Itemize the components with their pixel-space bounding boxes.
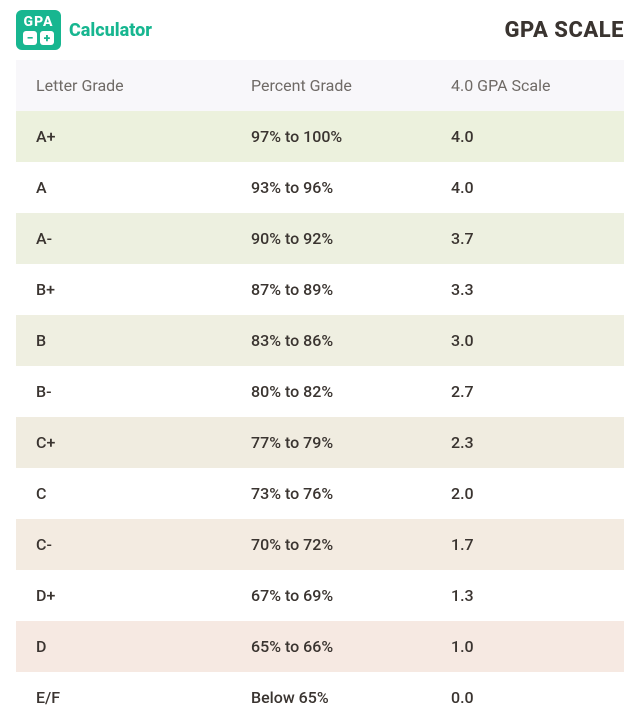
table-row: A93% to 96%4.0 (16, 162, 624, 213)
column-header-letter: Letter Grade (16, 60, 231, 111)
logo-text: GPA (24, 15, 54, 29)
brand-name: Calculator (69, 20, 152, 41)
cell-letter-grade: B+ (16, 264, 231, 315)
cell-gpa-scale: 2.7 (431, 366, 624, 417)
cell-gpa-scale: 3.3 (431, 264, 624, 315)
cell-percent-grade: 90% to 92% (231, 213, 431, 264)
table-row: B+87% to 89%3.3 (16, 264, 624, 315)
cell-percent-grade: 65% to 66% (231, 621, 431, 672)
cell-letter-grade: B- (16, 366, 231, 417)
gpa-scale-table: Letter Grade Percent Grade 4.0 GPA Scale… (16, 60, 624, 723)
cell-gpa-scale: 4.0 (431, 111, 624, 162)
cell-letter-grade: B (16, 315, 231, 366)
cell-gpa-scale: 4.0 (431, 162, 624, 213)
cell-letter-grade: D+ (16, 570, 231, 621)
cell-letter-grade: C (16, 468, 231, 519)
cell-gpa-scale: 1.0 (431, 621, 624, 672)
cell-gpa-scale: 2.0 (431, 468, 624, 519)
cell-gpa-scale: 0.0 (431, 672, 624, 723)
table-row: B83% to 86%3.0 (16, 315, 624, 366)
cell-gpa-scale: 1.3 (431, 570, 624, 621)
column-header-percent: Percent Grade (231, 60, 431, 111)
cell-percent-grade: 73% to 76% (231, 468, 431, 519)
plus-icon: + (40, 31, 54, 45)
header: GPA − + Calculator GPA SCALE (0, 0, 640, 60)
cell-percent-grade: 80% to 82% (231, 366, 431, 417)
logo-icons: − + (23, 31, 54, 45)
cell-gpa-scale: 1.7 (431, 519, 624, 570)
cell-letter-grade: A- (16, 213, 231, 264)
table-row: C-70% to 72%1.7 (16, 519, 624, 570)
table-row: D+67% to 69%1.3 (16, 570, 624, 621)
cell-gpa-scale: 3.7 (431, 213, 624, 264)
cell-percent-grade: 87% to 89% (231, 264, 431, 315)
cell-letter-grade: C+ (16, 417, 231, 468)
table-row: C73% to 76%2.0 (16, 468, 624, 519)
table-row: C+77% to 79%2.3 (16, 417, 624, 468)
cell-letter-grade: E/F (16, 672, 231, 723)
table-header-row: Letter Grade Percent Grade 4.0 GPA Scale (16, 60, 624, 111)
table-row: A-90% to 92%3.7 (16, 213, 624, 264)
cell-letter-grade: A (16, 162, 231, 213)
page-title: GPA SCALE (505, 18, 624, 43)
table-row: D65% to 66%1.0 (16, 621, 624, 672)
cell-percent-grade: 67% to 69% (231, 570, 431, 621)
logo-badge: GPA − + (16, 10, 61, 50)
cell-letter-grade: C- (16, 519, 231, 570)
cell-percent-grade: 83% to 86% (231, 315, 431, 366)
cell-gpa-scale: 2.3 (431, 417, 624, 468)
cell-letter-grade: D (16, 621, 231, 672)
brand-logo[interactable]: GPA − + Calculator (16, 10, 152, 50)
table-row: B-80% to 82%2.7 (16, 366, 624, 417)
cell-percent-grade: 97% to 100% (231, 111, 431, 162)
minus-icon: − (23, 31, 37, 45)
table-row: E/FBelow 65%0.0 (16, 672, 624, 723)
column-header-gpa: 4.0 GPA Scale (431, 60, 624, 111)
cell-percent-grade: 77% to 79% (231, 417, 431, 468)
cell-percent-grade: 70% to 72% (231, 519, 431, 570)
table-row: A+97% to 100%4.0 (16, 111, 624, 162)
cell-percent-grade: 93% to 96% (231, 162, 431, 213)
cell-gpa-scale: 3.0 (431, 315, 624, 366)
cell-percent-grade: Below 65% (231, 672, 431, 723)
cell-letter-grade: A+ (16, 111, 231, 162)
